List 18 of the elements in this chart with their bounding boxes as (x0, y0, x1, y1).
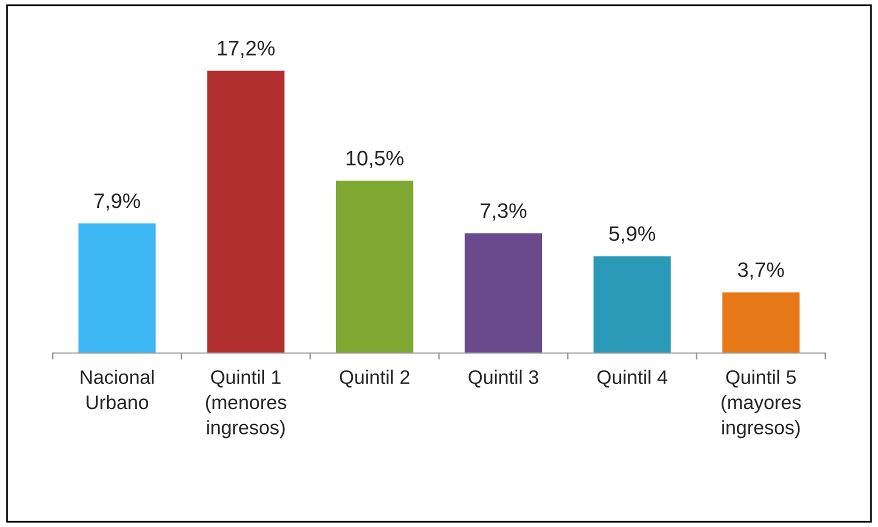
x-tick-label: Quintil 5 (mayores ingresos) (722, 370, 801, 438)
data-label: 17,2% (218, 40, 275, 58)
x-tick-label: Quintil 1 (menores ingresos) (206, 370, 286, 438)
data-label: 7,3% (480, 203, 526, 220)
data-label: 3,7% (738, 262, 784, 280)
x-tick-label: Quintil 4 (597, 370, 668, 388)
bar (464, 233, 542, 354)
x-tick-label: Quintil 3 (468, 370, 538, 388)
bar (336, 180, 414, 354)
bar (207, 70, 284, 354)
x-tick-label: Quintil 2 (340, 370, 410, 388)
bar (722, 292, 800, 354)
bar (594, 256, 671, 354)
data-label: 10,5% (346, 150, 404, 168)
data-label: 7,9% (94, 193, 140, 211)
x-tick-label: Nacional Urbano (80, 370, 154, 410)
data-label: 5,9% (609, 226, 656, 244)
bar (78, 223, 156, 354)
